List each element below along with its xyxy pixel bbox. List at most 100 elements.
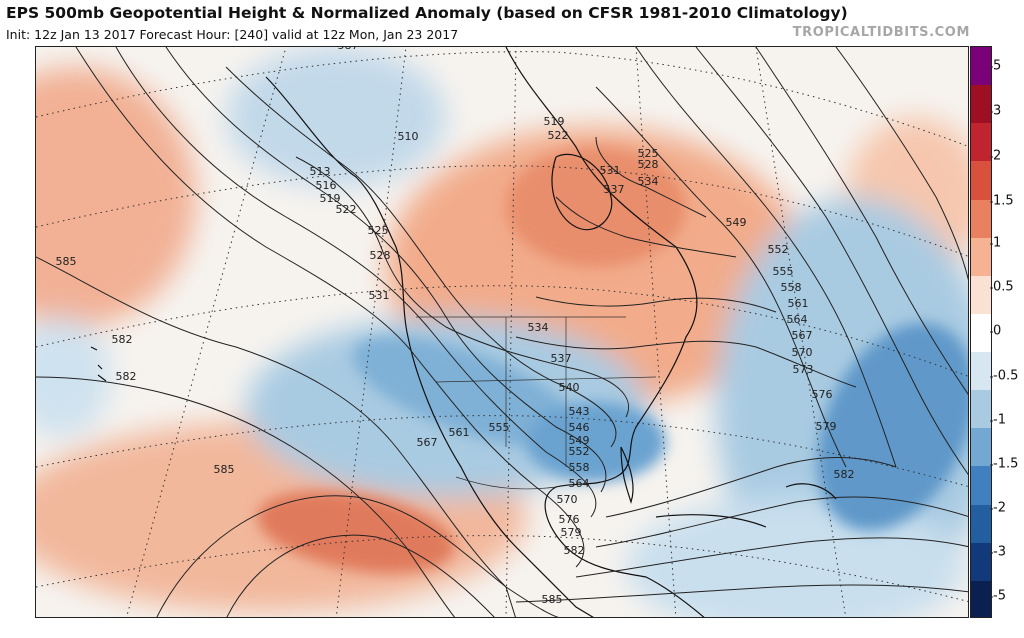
contour-label: 552 (569, 445, 590, 458)
contour-label: 573 (793, 363, 814, 376)
contour-label: 525 (368, 224, 389, 237)
contour-label: 570 (792, 346, 813, 359)
site-watermark: TROPICALTIDBITS.COM (792, 25, 970, 40)
contour-label: 558 (569, 461, 590, 474)
colorbar-tick-label: 3 (989, 103, 1002, 119)
colorbar-segment (971, 199, 991, 239)
contour-label: 585 (214, 463, 235, 476)
contour-label: 519 (320, 192, 341, 205)
colorbar-segment (971, 390, 991, 429)
forecast-map: 587 510 513 516 519 522 525 528 531 585 … (35, 46, 969, 618)
contour-label: 552 (768, 243, 789, 256)
contour-label: 528 (638, 158, 659, 171)
contour-label: 561 (788, 297, 809, 310)
colorbar-segment (971, 237, 991, 277)
colorbar-segment (971, 352, 991, 391)
contour-label: 576 (812, 388, 833, 401)
contour-label: 510 (398, 130, 419, 143)
contour-label: 546 (569, 421, 590, 434)
strong-cold-core-southwest (352, 336, 580, 448)
contour-label: 522 (548, 129, 569, 142)
contour-label: 528 (370, 249, 391, 262)
contour-label: 534 (638, 175, 659, 188)
contour-label: 576 (559, 513, 580, 526)
contour-label: 582 (116, 370, 137, 383)
colorbar-segment (971, 47, 991, 86)
colorbar-tick-label: -3 (990, 544, 1006, 560)
height-contours (36, 47, 968, 617)
map-title: EPS 500mb Geopotential Height & Normaliz… (6, 4, 848, 22)
hawaii (90, 346, 107, 382)
contour-label: 585 (542, 593, 563, 606)
strong-cold-core-atlantic (817, 323, 968, 531)
colorbar-tick-label: -2 (990, 500, 1006, 516)
contour-label: 531 (369, 289, 390, 302)
cold-anomaly-alaska (226, 47, 446, 187)
colorbar-segment (971, 85, 991, 124)
colorbar-tick-label: -5 (990, 588, 1006, 604)
colorbar-segment (971, 542, 991, 582)
colorbar-segment (971, 580, 991, 617)
contour-label: 513 (310, 165, 331, 178)
contour-label: 579 (561, 526, 582, 539)
contour-label: 558 (781, 281, 802, 294)
colorbar-tick-label: 0 (989, 323, 1002, 339)
contour-label: 543 (569, 405, 590, 418)
anomaly-shading (36, 47, 968, 617)
contour-label: 555 (773, 265, 794, 278)
contour-label: 564 (569, 477, 590, 490)
contour-label: 537 (604, 183, 625, 196)
cuba (655, 514, 767, 528)
contour-label: 534 (528, 321, 549, 334)
colorbar-segment (971, 428, 991, 467)
colorbar-segment (971, 504, 991, 544)
political-borders (416, 316, 657, 490)
contour-label: 564 (787, 313, 808, 326)
contour-label: 549 (726, 216, 747, 229)
contour-label: 585 (56, 255, 77, 268)
contour-label: 582 (112, 333, 133, 346)
contour-label: 516 (316, 179, 337, 192)
map-subtitle: Init: 12z Jan 13 2017 Forecast Hour: [24… (6, 27, 459, 42)
graticule (36, 47, 968, 617)
strong-warm-core-canada (506, 147, 686, 267)
anomaly-colorbar (970, 46, 992, 618)
contour-label: 582 (834, 468, 855, 481)
colorbar-segment (971, 466, 991, 506)
contour-label: 567 (792, 329, 813, 342)
colorbar-segment (971, 313, 991, 353)
north-america-east-coast (505, 47, 705, 617)
colorbar-tick-label: 1.5 (990, 193, 1014, 209)
contour-label: 582 (564, 544, 585, 557)
strong-warm-core-pacific (257, 490, 455, 574)
warm-anomaly-pacific-west (36, 67, 196, 327)
contour-label: 531 (600, 164, 621, 177)
contour-label: 549 (569, 434, 590, 447)
contour-label: 570 (557, 493, 578, 506)
contour-label: 587 (338, 47, 359, 52)
colorbar-tick-label: 0.5 (990, 279, 1014, 295)
colorbar-segment (971, 123, 991, 162)
contour-label: 567 (417, 436, 438, 449)
coastlines (90, 47, 837, 617)
colorbar-tick-label: -1.5 (989, 456, 1019, 472)
contour-label: 519 (544, 115, 565, 128)
hudson-bay (551, 153, 613, 231)
colorbar-segment (971, 275, 991, 315)
colorbar-tick-label: 2 (989, 148, 1002, 164)
colorbar-tick-label: -1 (990, 412, 1006, 428)
colorbar-tick-labels: 5 3 2 1.5 1 0.5 0 -0.5 -1 -1.5 -2 -3 -5 (989, 46, 1024, 618)
map-canvas: 587 510 513 516 519 522 525 528 531 585 … (36, 47, 968, 617)
contour-label: 540 (559, 381, 580, 394)
contour-label: 579 (816, 420, 837, 433)
contour-label: 555 (489, 421, 510, 434)
contour-labels: 587 510 513 516 519 522 525 528 531 585 … (56, 47, 855, 606)
contour-label: 522 (336, 203, 357, 216)
hispaniola (785, 483, 837, 500)
contour-label: 537 (551, 352, 572, 365)
colorbar-tick-label: -0.5 (989, 368, 1019, 384)
colorbar-tick-label: 5 (989, 58, 1002, 74)
colorbar-segment (971, 161, 991, 201)
north-america-west-coast (265, 76, 594, 617)
contour-label: 561 (449, 426, 470, 439)
